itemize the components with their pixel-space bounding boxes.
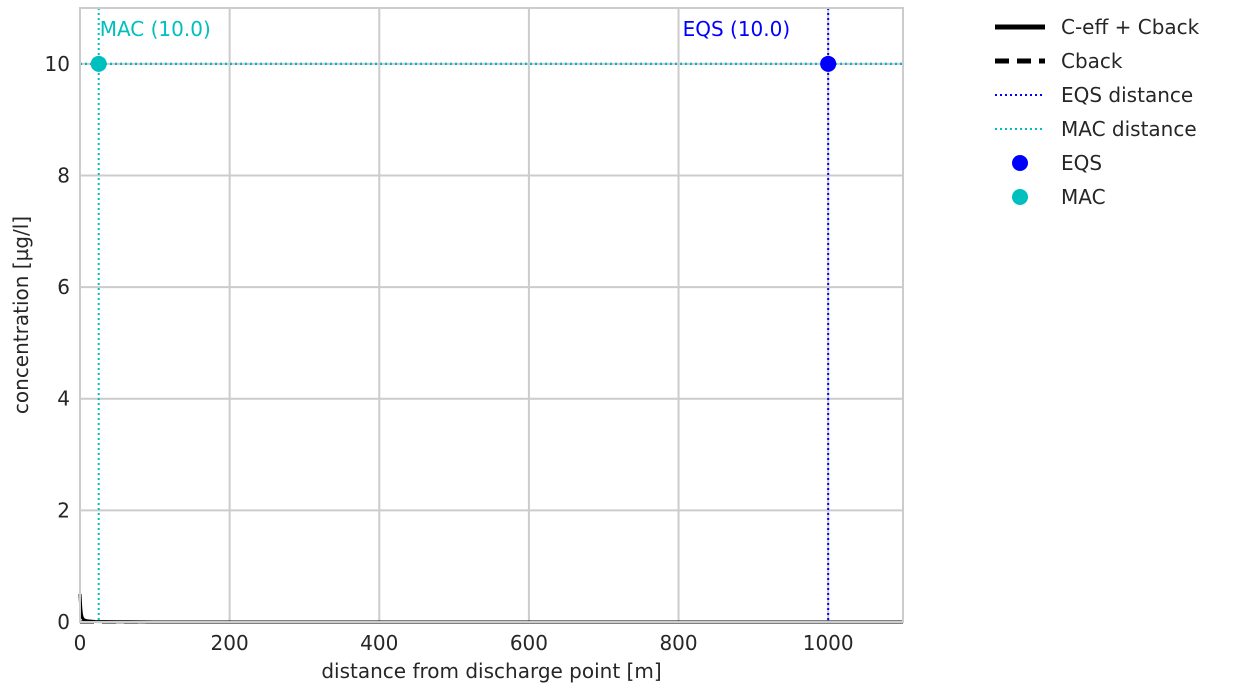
legend-label: MAC <box>1061 185 1106 209</box>
annotation-label: EQS (10.0) <box>683 17 791 41</box>
grid-lines <box>79 8 903 623</box>
series-lines <box>78 594 903 624</box>
legend: C-eff + Cback Cback EQS distance MAC distan… <box>995 15 1200 209</box>
legend-label: EQS <box>1061 151 1102 175</box>
legend-label: MAC distance <box>1061 117 1197 141</box>
annotation-label: MAC (10.0) <box>100 17 211 41</box>
x-axis-label: distance from discharge point [m] <box>321 659 661 683</box>
y-tick-label: 2 <box>57 498 70 522</box>
legend-label: C-eff + Cback <box>1061 15 1200 39</box>
legend-label: Cback <box>1061 49 1123 73</box>
y-tick-label: 4 <box>57 387 70 411</box>
x-tick-label: 0 <box>74 631 87 655</box>
annotations: MAC (10.0) EQS (10.0) <box>100 17 790 41</box>
reference-lines <box>80 8 903 622</box>
y-tick-label: 0 <box>57 610 70 634</box>
x-tick-label: 200 <box>211 631 249 655</box>
plot-frame <box>79 7 904 623</box>
mac-marker <box>90 55 107 72</box>
y-tick-label: 6 <box>57 275 70 299</box>
y-axis-label: concentration [µg/l] <box>9 216 33 414</box>
markers <box>90 55 837 72</box>
legend-marker <box>1012 155 1028 171</box>
y-tick-label: 8 <box>57 163 70 187</box>
x-tick-label: 800 <box>659 631 697 655</box>
y-tick-label: 10 <box>45 52 70 76</box>
x-tick-label: 600 <box>510 631 548 655</box>
x-tick-label: 400 <box>360 631 398 655</box>
legend-label: EQS distance <box>1061 83 1193 107</box>
x-tick-label: 1000 <box>803 631 854 655</box>
legend-marker <box>1012 189 1028 205</box>
c-eff-cback-line <box>78 594 903 624</box>
tick-labels: 0 200 400 600 800 1000 0 2 4 6 8 10 <box>45 52 854 655</box>
eqs-marker <box>820 55 837 72</box>
